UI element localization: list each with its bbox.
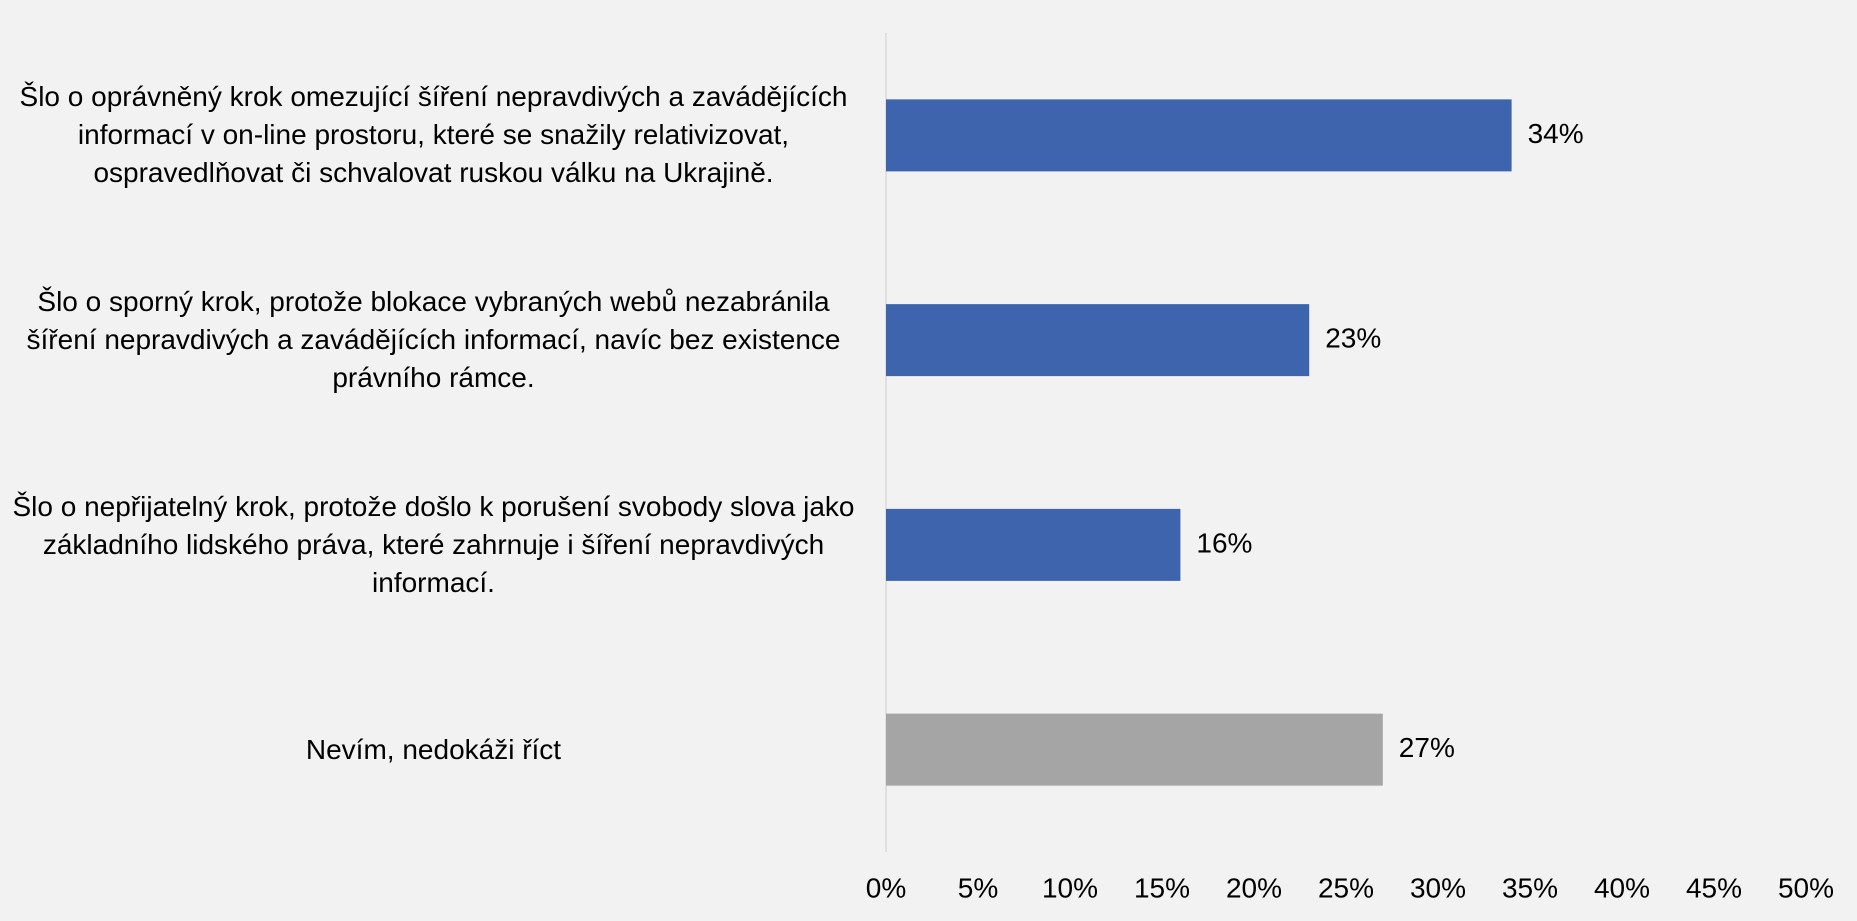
bar <box>886 713 1383 786</box>
category-label: Šlo o oprávněný krok omezující šíření ne… <box>19 81 848 189</box>
bar <box>886 304 1310 377</box>
category-label: Nevím, nedokáži říct <box>305 733 562 765</box>
value-label: 16% <box>1196 527 1252 558</box>
x-tick-label: 25% <box>1318 872 1374 903</box>
x-tick-label: 45% <box>1686 872 1742 903</box>
x-tick-label: 40% <box>1594 872 1650 903</box>
x-tick-label: 20% <box>1226 872 1282 903</box>
x-tick-label: 5% <box>958 872 998 903</box>
value-label: 23% <box>1325 323 1381 354</box>
x-tick-label: 30% <box>1410 872 1466 903</box>
x-tick-label: 50% <box>1778 872 1834 903</box>
category-label: Šlo o nepřijatelný krok, protože došlo k… <box>12 490 855 598</box>
bar <box>886 99 1512 172</box>
value-label: 34% <box>1528 118 1584 149</box>
x-tick-label: 35% <box>1502 872 1558 903</box>
x-tick-label: 0% <box>866 872 906 903</box>
category-label: Šlo o sporný krok, protože blokace vybra… <box>26 286 841 394</box>
x-tick-label: 15% <box>1134 872 1190 903</box>
bar <box>886 508 1181 581</box>
x-tick-label: 10% <box>1042 872 1098 903</box>
value-label: 27% <box>1399 732 1455 763</box>
